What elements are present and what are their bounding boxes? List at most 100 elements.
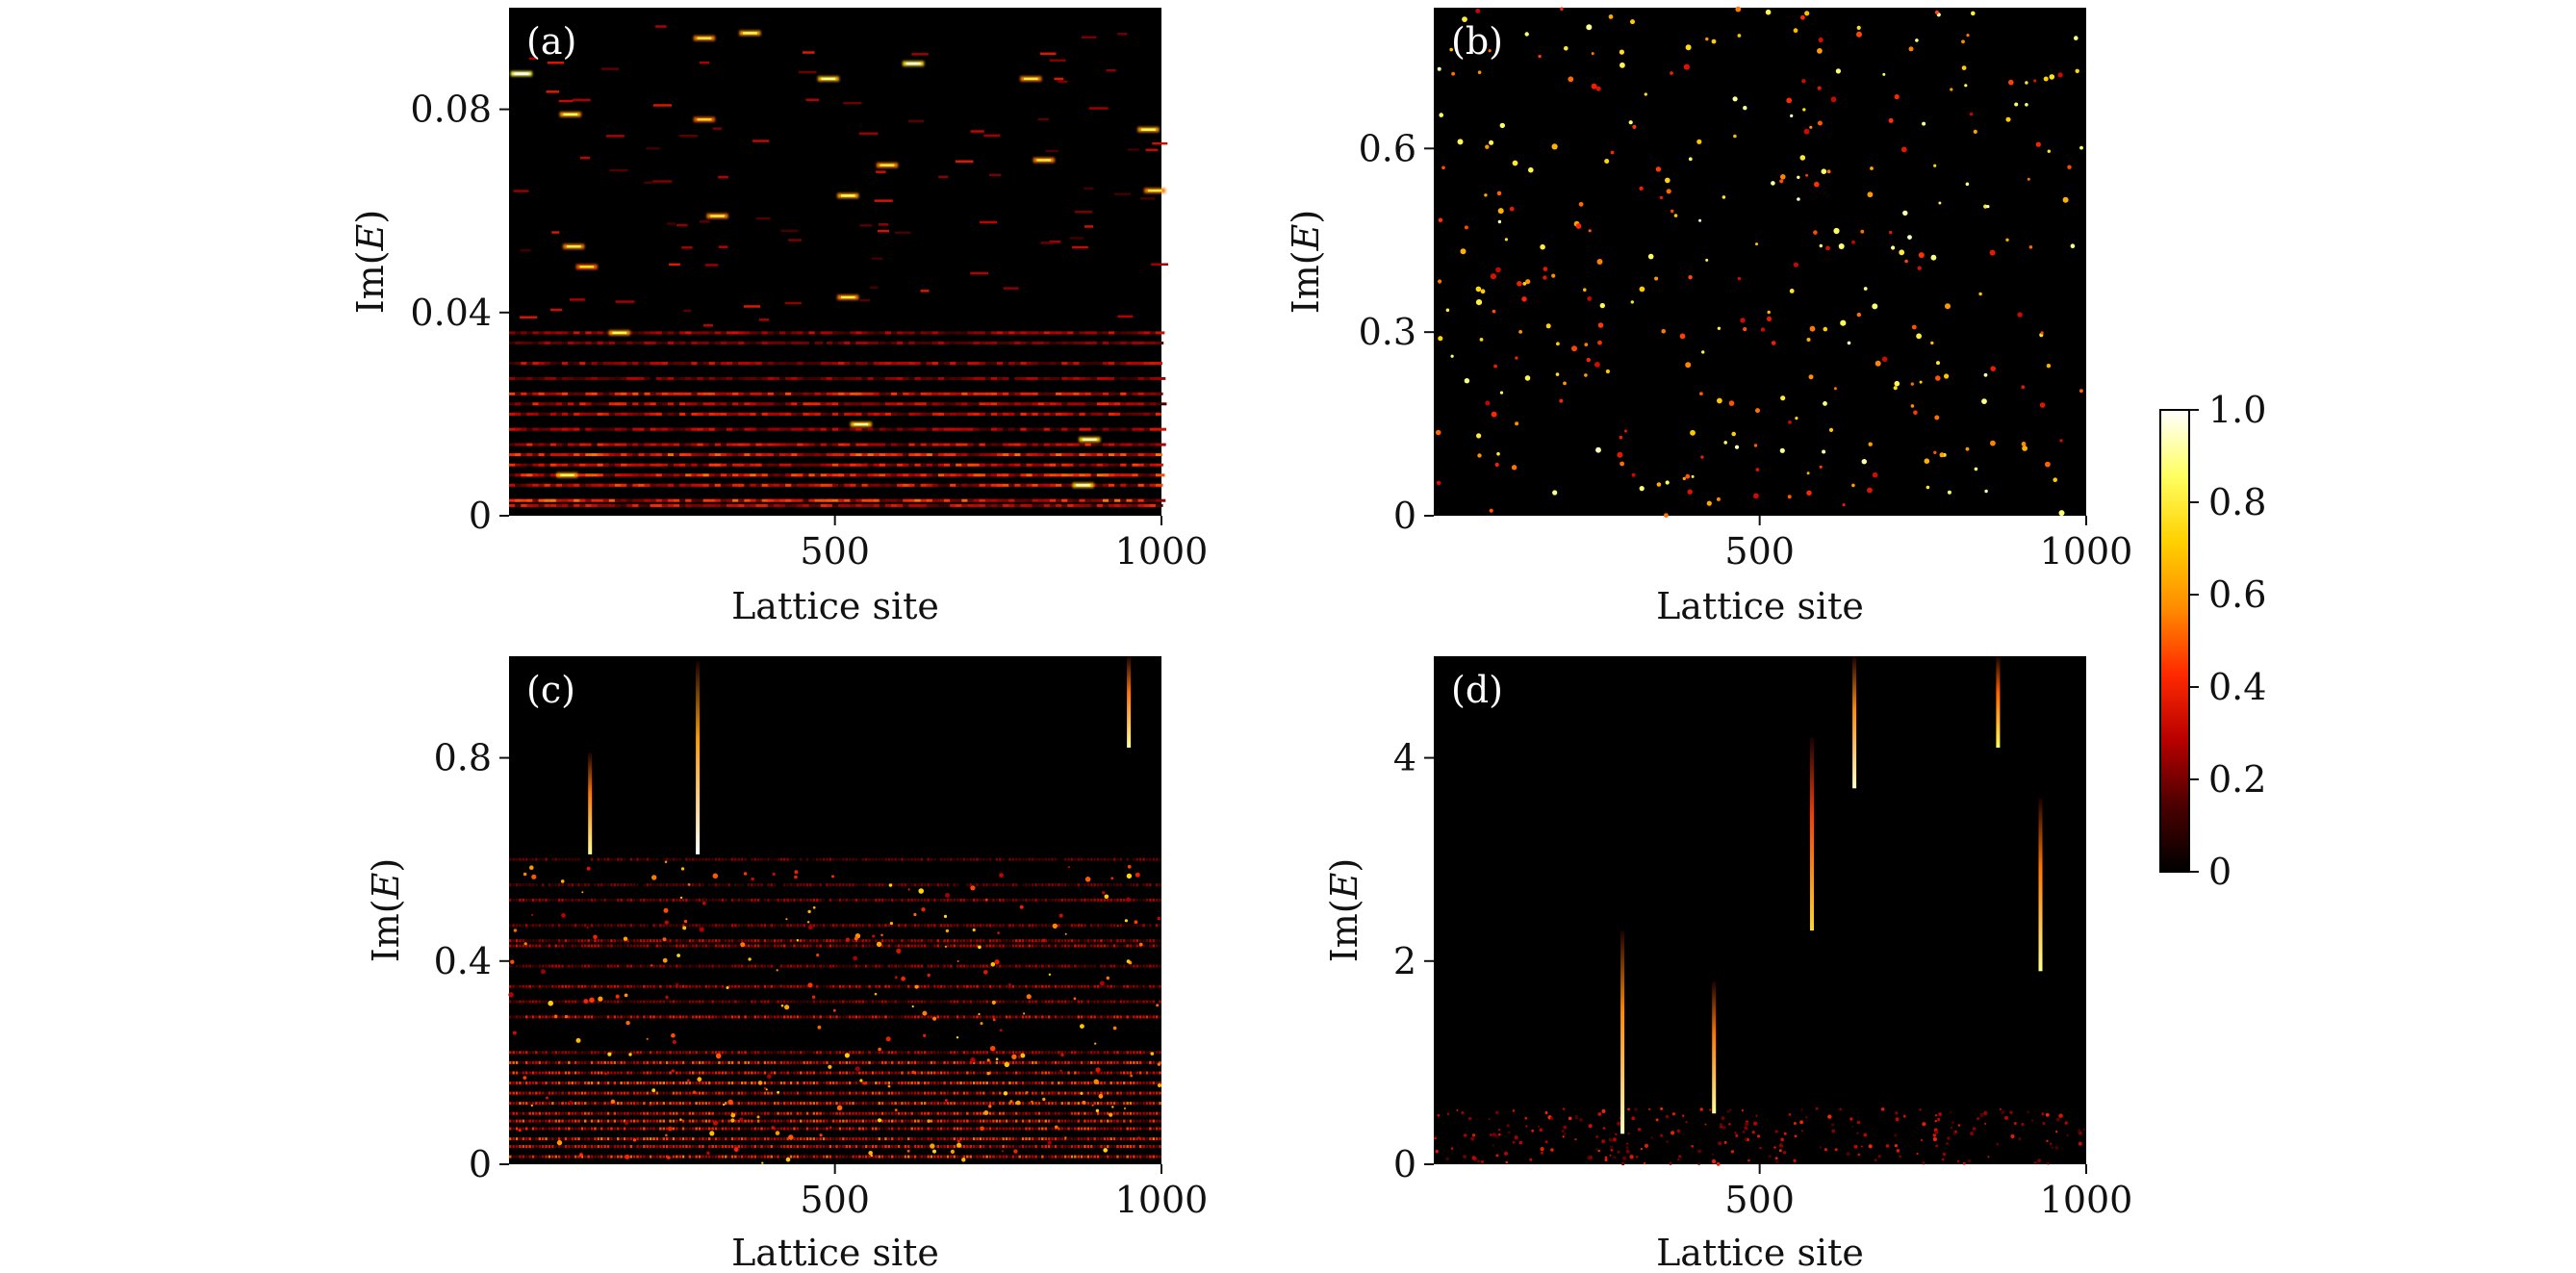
band-dash — [697, 483, 707, 487]
band-dash — [1077, 1015, 1080, 1019]
band-dash — [1020, 392, 1028, 395]
band-dash — [864, 944, 868, 948]
band-dash — [789, 939, 793, 943]
band-dash — [744, 924, 747, 928]
band-dash — [988, 1015, 992, 1019]
band-dash — [652, 984, 655, 988]
band-dash — [903, 376, 909, 380]
band-dash — [685, 924, 688, 928]
band-dash — [1109, 857, 1112, 861]
band-dash — [644, 498, 654, 502]
band-dash — [973, 331, 984, 335]
band-dash — [1063, 1071, 1067, 1075]
band-dash — [1152, 857, 1155, 861]
band-dash — [966, 883, 969, 887]
band-dash — [1114, 453, 1124, 457]
band-dash — [861, 498, 872, 502]
band-dash — [858, 944, 861, 948]
band-dash — [594, 924, 597, 928]
band-dash — [972, 964, 976, 968]
band-dash — [1149, 392, 1161, 395]
band-dash — [852, 1051, 854, 1055]
band-dash — [803, 1015, 805, 1019]
band-dash — [649, 1015, 652, 1019]
band-dash — [621, 463, 628, 467]
band-dash — [767, 392, 776, 395]
band-dash — [988, 1051, 992, 1055]
band-dash — [1107, 1082, 1109, 1084]
signal-dot — [1504, 238, 1508, 242]
band-dash — [966, 964, 969, 968]
signal-dash — [558, 99, 574, 103]
band-dash — [561, 1051, 564, 1055]
band-dash — [1041, 964, 1044, 968]
band-dash — [1034, 898, 1037, 902]
band-dash — [632, 964, 636, 968]
band-dash — [509, 898, 512, 902]
band-dash — [661, 498, 671, 502]
band-dash — [868, 984, 871, 988]
band-dash — [831, 964, 835, 968]
band-dash — [577, 1091, 580, 1095]
band-dash — [1060, 964, 1063, 968]
band-dash — [665, 1082, 669, 1084]
band-dash — [585, 342, 595, 344]
band-dash — [1093, 1000, 1096, 1004]
band-dash — [939, 1060, 943, 1064]
band-dash — [568, 924, 571, 928]
band-dash — [884, 924, 887, 928]
band-dash — [819, 939, 822, 943]
band-dash — [1137, 427, 1146, 431]
band-dash — [917, 964, 920, 968]
band-dash — [643, 1091, 646, 1095]
band-dash — [535, 924, 538, 928]
band-dash — [1119, 964, 1123, 968]
band-dash — [541, 1015, 545, 1019]
signal-dot — [2040, 331, 2044, 335]
band-dash — [1142, 898, 1145, 902]
band-dash — [904, 1060, 907, 1064]
band-dash — [544, 412, 554, 416]
band-dash — [842, 944, 845, 948]
band-dash — [809, 1015, 812, 1019]
band-dash — [785, 453, 794, 457]
band-dash — [779, 898, 783, 902]
band-dash — [691, 443, 699, 446]
band-dash — [997, 392, 1007, 395]
band-dash — [1063, 898, 1067, 902]
band-dash — [681, 883, 685, 887]
band-dash — [620, 964, 623, 968]
band-dash — [1008, 984, 1011, 988]
band-dash — [1135, 1082, 1138, 1084]
band-dash — [626, 944, 629, 948]
band-dash — [718, 898, 721, 902]
band-dash — [714, 483, 722, 487]
band-dash — [864, 857, 868, 861]
band-dash — [819, 1060, 822, 1064]
band-dash — [525, 939, 528, 943]
band-dash — [1102, 443, 1109, 446]
band-dash — [1126, 503, 1133, 507]
band-dash — [875, 939, 878, 943]
signal-dot — [1437, 66, 1441, 71]
band-dash — [1155, 402, 1167, 406]
band-dash — [1044, 1015, 1047, 1019]
band-dash — [515, 1000, 519, 1004]
band-dash — [1021, 898, 1025, 902]
band-dash — [672, 1071, 676, 1075]
band-dash — [844, 331, 851, 335]
band-dash — [924, 1051, 927, 1055]
band-dash — [1074, 857, 1077, 861]
panel-a-ylabel: Im(E) — [349, 210, 392, 314]
band-dash — [734, 857, 737, 861]
band-dash — [914, 412, 925, 416]
band-dash — [972, 944, 976, 948]
band-dash — [554, 924, 557, 928]
band-dash — [845, 898, 848, 902]
band-dash — [727, 964, 730, 968]
band-dash — [678, 1015, 681, 1019]
band-dash — [786, 1051, 789, 1055]
band-dash — [626, 1071, 629, 1075]
band-dash — [990, 412, 998, 416]
bright-point-core — [743, 32, 757, 35]
